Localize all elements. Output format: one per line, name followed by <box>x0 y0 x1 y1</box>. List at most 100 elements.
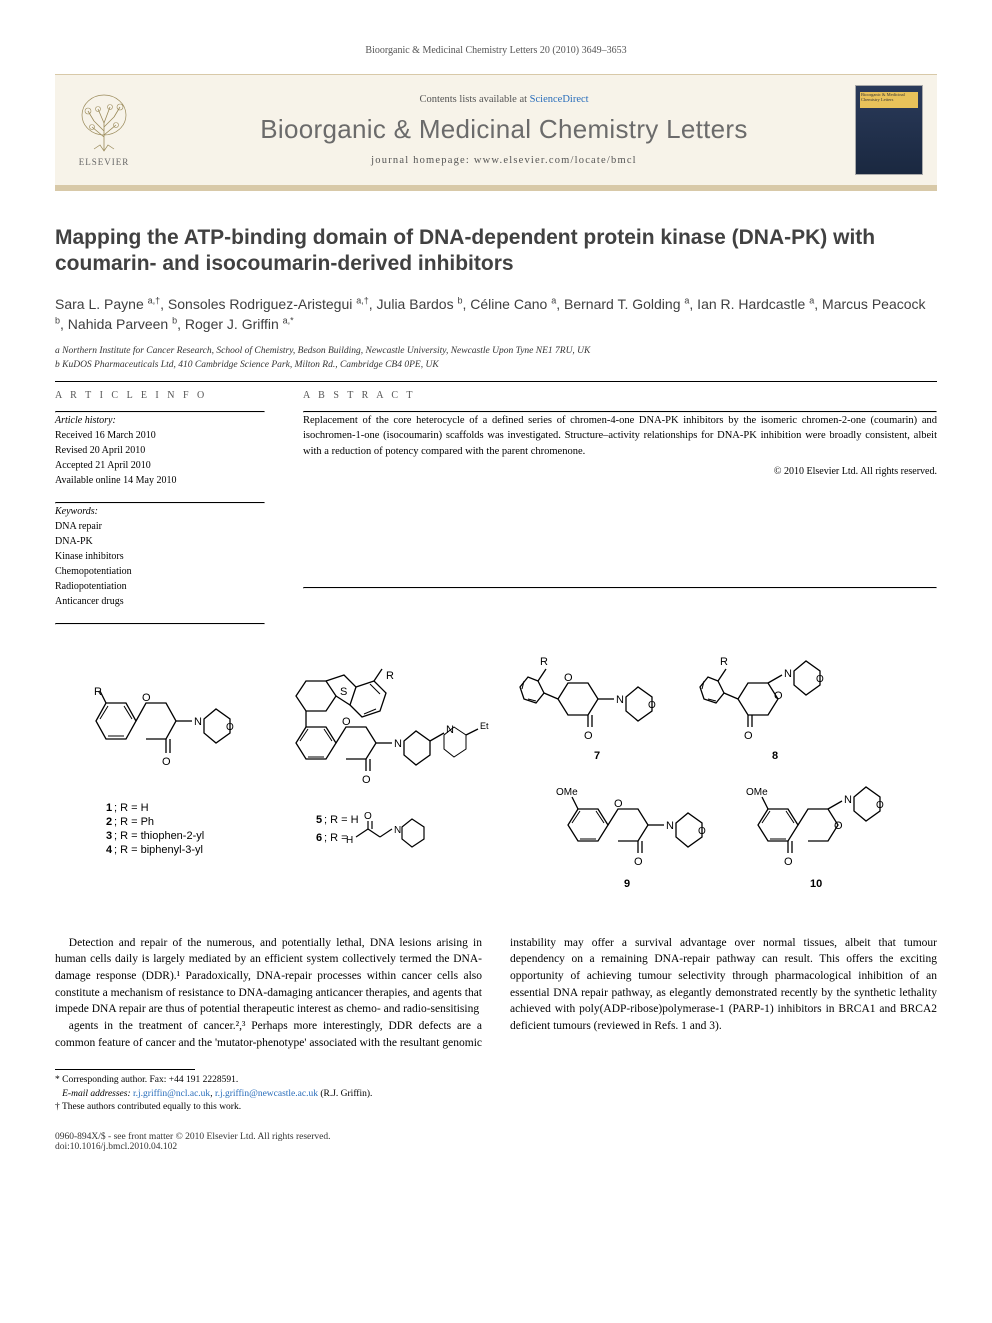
svg-text:9: 9 <box>624 878 630 890</box>
svg-text:R: R <box>720 656 728 668</box>
kw-3: Chemopotentiation <box>55 566 132 577</box>
svg-text:2: 2 <box>106 816 112 828</box>
affiliation-b: b KuDOS Pharmaceuticals Ltd, 410 Cambrid… <box>55 358 937 372</box>
email-link-2[interactable]: r.j.griffin@newcastle.ac.uk <box>215 1089 318 1099</box>
journal-cover-thumbnail: Bioorganic & Medicinal Chemistry Letters <box>855 85 923 175</box>
svg-text:; R =: ; R = <box>324 832 348 844</box>
footnotes: * Corresponding author. Fax: +44 191 222… <box>55 1069 937 1114</box>
svg-text:; R = thiophen-2-yl: ; R = thiophen-2-yl <box>114 830 204 842</box>
svg-text:O: O <box>162 756 171 768</box>
svg-text:O: O <box>564 672 573 684</box>
email-label: E-mail addresses: <box>62 1089 133 1099</box>
keywords-label: Keywords: <box>55 506 98 517</box>
svg-text:Et: Et <box>480 721 489 731</box>
svg-text:7: 7 <box>594 750 600 762</box>
svg-text:S: S <box>340 686 347 698</box>
journal-masthead: ELSEVIER Contents lists available at Sci… <box>55 74 937 191</box>
svg-text:O: O <box>648 700 656 711</box>
svg-text:4: 4 <box>106 844 113 856</box>
svg-text:O: O <box>364 811 372 822</box>
svg-text:O: O <box>784 856 793 868</box>
svg-text:5: 5 <box>316 814 322 826</box>
svg-text:O: O <box>342 716 351 728</box>
svg-text:O: O <box>142 692 151 704</box>
svg-text:N: N <box>784 668 792 680</box>
history-label: Article history: <box>55 415 116 426</box>
svg-text:R: R <box>386 670 394 682</box>
svg-text:O: O <box>744 730 753 742</box>
contents-line: Contents lists available at ScienceDirec… <box>153 94 855 105</box>
elsevier-logo: ELSEVIER <box>69 88 139 173</box>
kw-1: DNA-PK <box>55 536 93 547</box>
svg-text:R: R <box>540 656 548 668</box>
kw-2: Kinase inhibitors <box>55 551 124 562</box>
svg-text:8: 8 <box>772 750 778 762</box>
homepage-prefix: journal homepage: <box>371 155 474 166</box>
history-received: Received 16 March 2010 <box>55 430 156 441</box>
svg-text:N: N <box>394 825 401 836</box>
history-revised: Revised 20 April 2010 <box>55 445 145 456</box>
body-text: Detection and repair of the numerous, an… <box>55 935 937 1052</box>
svg-text:N: N <box>666 820 674 832</box>
author-list: Sara L. Payne a,†, Sonsoles Rodriguez-Ar… <box>55 294 937 335</box>
kw-0: DNA repair <box>55 521 102 532</box>
svg-text:O: O <box>584 730 593 742</box>
svg-text:O: O <box>834 820 843 832</box>
body-para-1: Detection and repair of the numerous, an… <box>55 935 482 1018</box>
affiliations: a Northern Institute for Cancer Research… <box>55 344 937 373</box>
corresponding-author: * Corresponding author. Fax: +44 191 222… <box>55 1074 937 1087</box>
svg-text:N: N <box>194 716 202 728</box>
svg-text:O: O <box>226 722 234 733</box>
homepage-line: journal homepage: www.elsevier.com/locat… <box>153 155 855 166</box>
svg-text:O: O <box>774 690 783 702</box>
svg-text:H: H <box>346 835 353 846</box>
svg-text:; R = Ph: ; R = Ph <box>114 816 154 828</box>
article-info-heading: A R T I C L E I N F O <box>55 390 265 401</box>
history-online: Available online 14 May 2010 <box>55 475 176 486</box>
history-accepted: Accepted 21 April 2010 <box>55 460 151 471</box>
kw-5: Anticancer drugs <box>55 596 124 607</box>
contents-prefix: Contents lists available at <box>419 94 529 105</box>
svg-text:N: N <box>616 694 624 706</box>
article-title: Mapping the ATP-binding domain of DNA-de… <box>55 225 937 278</box>
homepage-url: www.elsevier.com/locate/bmcl <box>474 155 637 166</box>
svg-text:1: 1 <box>106 802 112 814</box>
equal-contribution-note: † These authors contributed equally to t… <box>55 1101 937 1114</box>
svg-text:; R = biphenyl-3-yl: ; R = biphenyl-3-yl <box>114 844 203 856</box>
rule-abs-bottom <box>303 587 937 589</box>
rule-top <box>55 381 937 382</box>
svg-text:O: O <box>614 798 623 810</box>
svg-text:N: N <box>844 794 852 806</box>
journal-name: Bioorganic & Medicinal Chemistry Letters <box>153 114 855 145</box>
chemical-structures-figure: O O R N O 1; R = H 2; R = Ph 3; R = thio… <box>55 651 937 915</box>
affiliation-a: a Northern Institute for Cancer Research… <box>55 344 937 358</box>
svg-text:; R = H: ; R = H <box>114 802 149 814</box>
svg-text:; R = H: ; R = H <box>324 814 359 826</box>
svg-text:O: O <box>816 674 824 685</box>
svg-text:10: 10 <box>810 878 822 890</box>
svg-text:3: 3 <box>106 830 112 842</box>
svg-text:O: O <box>698 826 706 837</box>
kw-4: Radiopotentiation <box>55 581 127 592</box>
front-matter-line: 0960-894X/$ - see front matter © 2010 El… <box>55 1132 331 1142</box>
email-suffix: (R.J. Griffin). <box>318 1089 372 1099</box>
svg-text:O: O <box>634 856 643 868</box>
abstract-text: Replacement of the core heterocycle of a… <box>303 413 937 460</box>
svg-text:OMe: OMe <box>746 787 768 798</box>
svg-text:O: O <box>362 774 371 786</box>
svg-text:OMe: OMe <box>556 787 578 798</box>
doi-line: doi:10.1016/j.bmcl.2010.04.102 <box>55 1142 331 1152</box>
running-head: Bioorganic & Medicinal Chemistry Letters… <box>55 45 937 56</box>
abstract-copyright: © 2010 Elsevier Ltd. All rights reserved… <box>303 466 937 477</box>
elsevier-tree-icon <box>76 93 132 153</box>
abstract-heading: A B S T R A C T <box>303 390 937 401</box>
publisher-name: ELSEVIER <box>79 157 130 167</box>
svg-text:6: 6 <box>316 832 322 844</box>
svg-text:O: O <box>876 800 884 811</box>
page-footer: 0960-894X/$ - see front matter © 2010 El… <box>55 1132 937 1152</box>
email-link-1[interactable]: r.j.griffin@ncl.ac.uk <box>133 1089 210 1099</box>
email-line: E-mail addresses: r.j.griffin@ncl.ac.uk,… <box>55 1088 937 1101</box>
cover-text: Bioorganic & Medicinal Chemistry Letters <box>861 93 917 103</box>
svg-text:N: N <box>394 738 402 750</box>
sciencedirect-link[interactable]: ScienceDirect <box>530 94 589 105</box>
